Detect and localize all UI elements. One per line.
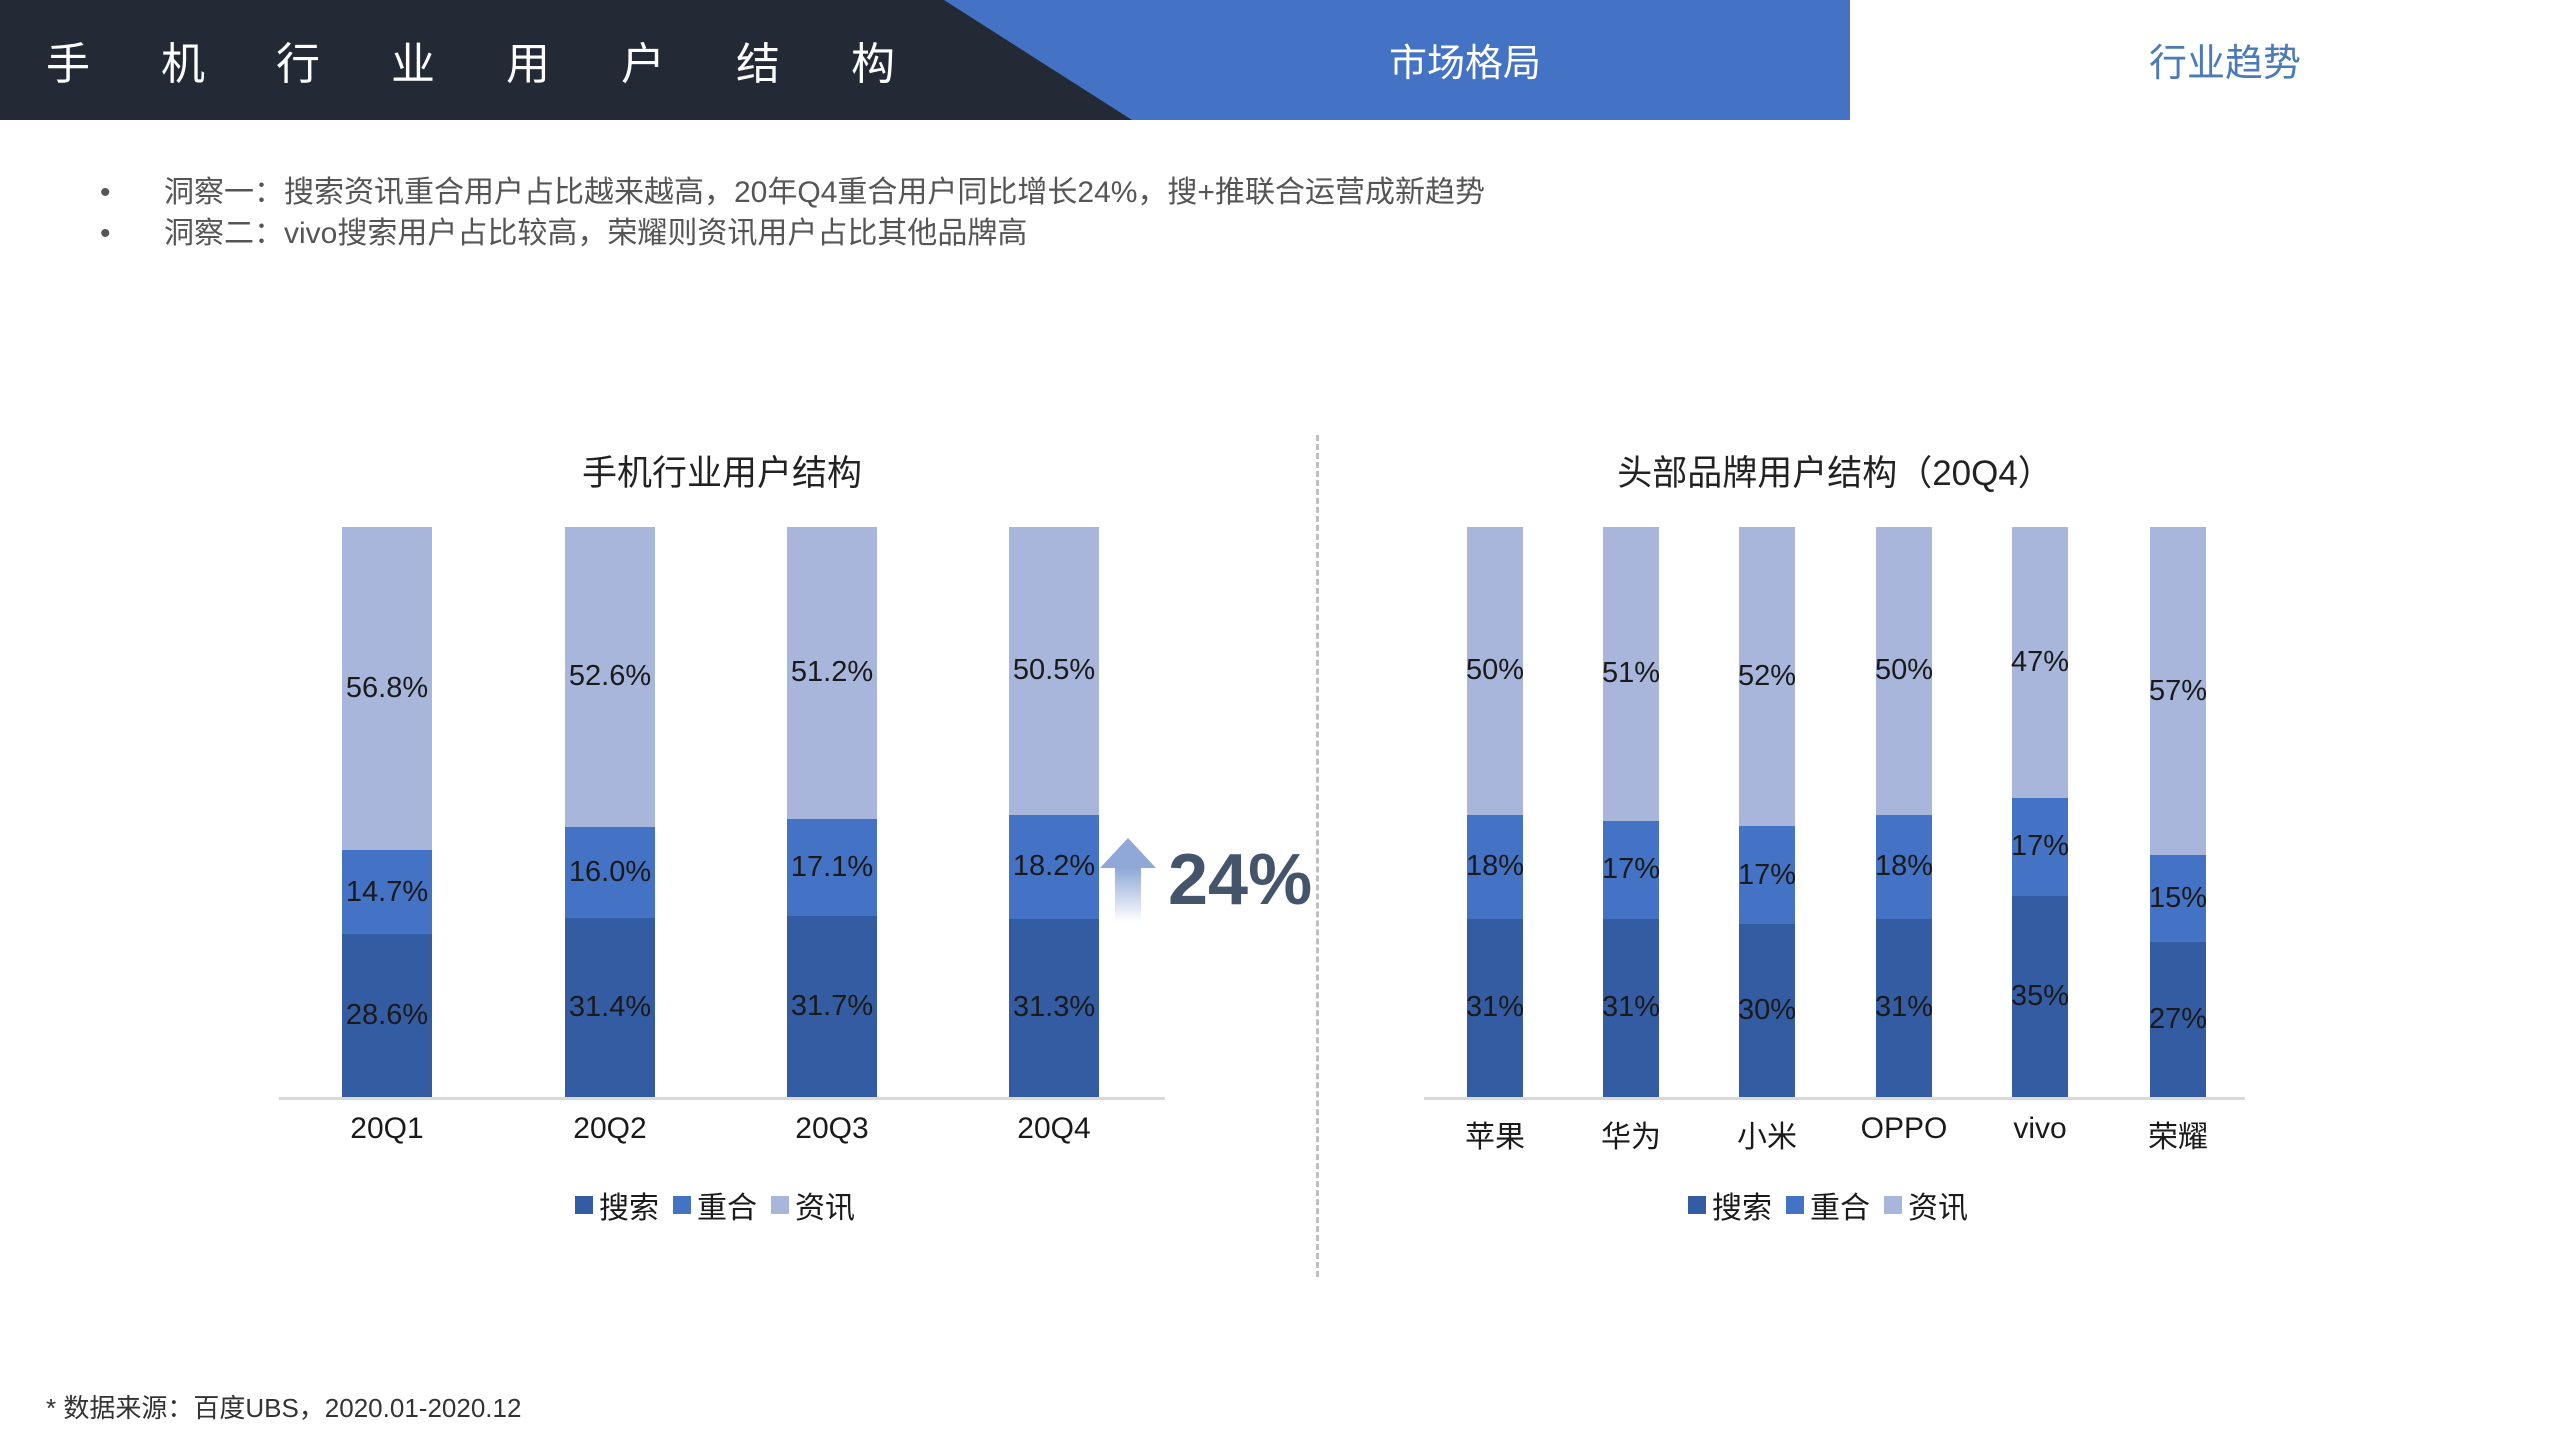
stacked-bar: 31.7% 17.1% 51.2% bbox=[787, 527, 877, 1097]
legend-swatch-icon bbox=[673, 1196, 691, 1214]
stacked-bar: 31% 18% 50% bbox=[1466, 527, 1524, 1097]
category-label: 荣耀 bbox=[2148, 1121, 2208, 1154]
stacked-bar: 31% 18% 50% bbox=[1875, 527, 1933, 1097]
stacked-bar: 28.6% 14.7% 56.8% bbox=[342, 527, 432, 1097]
bar-segment-label: 31% bbox=[1466, 918, 1524, 1097]
brand-chart-legend: 搜索 重合 资讯 bbox=[1688, 1183, 1982, 1227]
bar-segment-label: 50% bbox=[1466, 527, 1524, 815]
category-label: 20Q1 bbox=[350, 1112, 424, 1145]
legend-label: 重合 bbox=[1810, 1192, 1870, 1225]
legend-item: 重合 bbox=[1786, 1183, 1870, 1227]
stacked-bar: 35% 17% 47% bbox=[2011, 527, 2069, 1097]
bar-segment-label: 14.7% bbox=[342, 850, 432, 935]
bar-segment-label: 18.2% bbox=[1009, 814, 1099, 919]
bar-segment-label: 50% bbox=[1875, 527, 1933, 815]
bar-segment-label: 47% bbox=[2011, 527, 2069, 798]
bar-segment-label: 31.7% bbox=[787, 916, 877, 1097]
legend-swatch-icon bbox=[1688, 1196, 1706, 1214]
insight-item: • 洞察一：搜索资讯重合用户占比越来越高，20年Q4重合用户同比增长24%，搜+… bbox=[100, 172, 1485, 213]
data-source-note: * 数据来源：百度UBS，2020.01-2020.12 bbox=[46, 1393, 522, 1423]
bar-segment-label: 28.6% bbox=[342, 934, 432, 1097]
bar-segment-label: 18% bbox=[1466, 814, 1524, 919]
legend-label: 重合 bbox=[697, 1192, 757, 1225]
tab-industry-trend[interactable]: 行业趋势 bbox=[2148, 43, 2301, 85]
title-char: 结 bbox=[736, 40, 780, 89]
title-char: 手 bbox=[46, 40, 90, 89]
brand-chart-title: 头部品牌用户结构（20Q4） bbox=[1617, 454, 2053, 493]
title-char: 用 bbox=[506, 40, 550, 89]
page-title: 手机行业用户结构 bbox=[46, 0, 966, 120]
insight-item: • 洞察二：vivo搜索用户占比较高，荣耀则资讯用户占比其他品牌高 bbox=[100, 213, 1485, 254]
legend-swatch-icon bbox=[575, 1196, 593, 1214]
up-arrow-icon bbox=[1100, 838, 1156, 922]
bar-segment-label: 16.0% bbox=[565, 826, 655, 919]
legend-swatch-icon bbox=[771, 1196, 789, 1214]
bullet-icon: • bbox=[100, 217, 111, 250]
industry-chart-title: 手机行业用户结构 bbox=[581, 454, 863, 493]
bar-segment-label: 51.2% bbox=[787, 527, 877, 819]
bar-segment-label: 31% bbox=[1602, 918, 1660, 1097]
legend-item: 资讯 bbox=[1884, 1183, 1968, 1227]
bar-segment-label: 52% bbox=[1738, 527, 1796, 827]
title-char: 行 bbox=[276, 40, 320, 89]
legend-item: 搜索 bbox=[575, 1183, 659, 1227]
bar-segment-label: 17% bbox=[1738, 826, 1796, 925]
title-char: 机 bbox=[161, 40, 205, 89]
legend-label: 搜索 bbox=[599, 1192, 659, 1225]
insights-list: • 洞察一：搜索资讯重合用户占比越来越高，20年Q4重合用户同比增长24%，搜+… bbox=[100, 172, 1485, 254]
bar-segment-label: 31.3% bbox=[1009, 918, 1099, 1097]
stacked-bar: 30% 17% 52% bbox=[1738, 527, 1796, 1097]
legend-swatch-icon bbox=[1884, 1196, 1902, 1214]
bar-segment-label: 15% bbox=[2149, 855, 2207, 942]
bar-segment-label: 17.1% bbox=[787, 818, 877, 917]
bar-segment-label: 31.4% bbox=[565, 918, 655, 1097]
title-char: 构 bbox=[851, 40, 895, 89]
bar-segment-label: 52.6% bbox=[565, 527, 655, 827]
industry-chart-legend: 搜索 重合 资讯 bbox=[575, 1183, 869, 1227]
legend-item: 重合 bbox=[673, 1183, 757, 1227]
legend-item: 资讯 bbox=[771, 1183, 855, 1227]
bar-segment-label: 17% bbox=[2011, 797, 2069, 896]
title-char: 业 bbox=[391, 40, 435, 89]
growth-annotation: 24% bbox=[1100, 838, 1312, 922]
industry-chart-x-axis bbox=[279, 1097, 1165, 1100]
stacked-bar: 31% 17% 51% bbox=[1602, 527, 1660, 1097]
bar-segment-label: 31% bbox=[1875, 918, 1933, 1097]
bar-segment-label: 30% bbox=[1738, 924, 1796, 1097]
bar-segment-label: 51% bbox=[1602, 527, 1660, 821]
chart-divider bbox=[1316, 435, 1319, 1277]
bar-segment-label: 18% bbox=[1875, 814, 1933, 919]
brand-chart-x-axis bbox=[1424, 1097, 2245, 1100]
legend-label: 资讯 bbox=[1908, 1192, 1968, 1225]
bullet-icon: • bbox=[100, 176, 111, 209]
category-label: 20Q3 bbox=[795, 1112, 869, 1145]
bar-segment-label: 57% bbox=[2149, 527, 2207, 856]
insight-text: 洞察二：vivo搜索用户占比较高，荣耀则资讯用户占比其他品牌高 bbox=[164, 217, 1028, 250]
bar-segment-label: 27% bbox=[2149, 941, 2207, 1097]
legend-item: 搜索 bbox=[1688, 1183, 1772, 1227]
category-label: 华为 bbox=[1601, 1121, 1661, 1154]
legend-label: 资讯 bbox=[795, 1192, 855, 1225]
insight-text: 洞察一：搜索资讯重合用户占比越来越高，20年Q4重合用户同比增长24%，搜+推联… bbox=[164, 176, 1485, 209]
stacked-bar: 31.3% 18.2% 50.5% bbox=[1009, 527, 1099, 1097]
header-dark-panel bbox=[0, 0, 1132, 120]
category-label: vivo bbox=[2013, 1112, 2067, 1145]
category-label: OPPO bbox=[1860, 1112, 1948, 1145]
legend-swatch-icon bbox=[1786, 1196, 1804, 1214]
stacked-bar: 31.4% 16.0% 52.6% bbox=[565, 527, 655, 1097]
header-bar: 手 机 行 业 用 户 结 构 市场格局 行业趋势 bbox=[0, 0, 2560, 120]
legend-label: 搜索 bbox=[1712, 1192, 1772, 1225]
bar-segment-label: 17% bbox=[1602, 820, 1660, 919]
bar-segment-label: 50.5% bbox=[1009, 527, 1099, 815]
category-label: 苹果 bbox=[1465, 1121, 1525, 1154]
category-label: 20Q4 bbox=[1017, 1112, 1091, 1145]
tab-market-landscape[interactable]: 市场格局 bbox=[1388, 43, 1541, 85]
stacked-bar: 27% 15% 57% bbox=[2149, 527, 2207, 1097]
bar-segment-label: 56.8% bbox=[342, 527, 432, 851]
title-char: 户 bbox=[621, 40, 665, 89]
category-label: 小米 bbox=[1737, 1121, 1797, 1154]
category-label: 20Q2 bbox=[573, 1112, 647, 1145]
bar-segment-label: 35% bbox=[2011, 895, 2069, 1097]
growth-value: 24% bbox=[1168, 840, 1313, 920]
